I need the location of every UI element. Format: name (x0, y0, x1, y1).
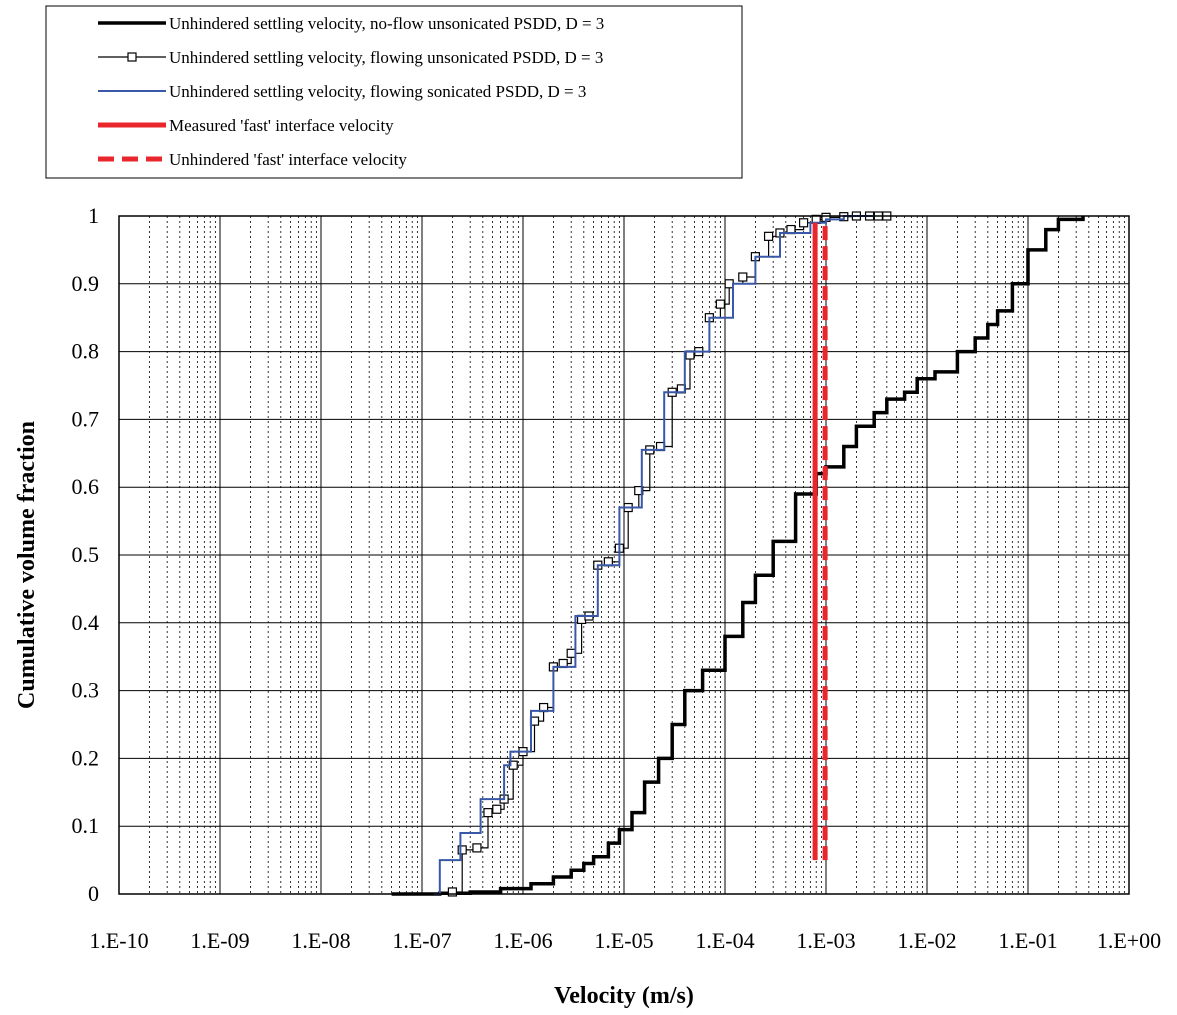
legend-label: Unhindered settling velocity, no-flow un… (169, 14, 604, 33)
x-tick-label: 1.E-03 (796, 928, 855, 953)
x-tick-label: 1.E-01 (998, 928, 1057, 953)
series-line-2 (433, 215, 875, 895)
legend-label: Unhindered settling velocity, flowing un… (169, 48, 603, 67)
x-tick-label: 1.E-05 (594, 928, 653, 953)
legend-label: Unhindered settling velocity, flowing so… (169, 82, 586, 101)
y-tick-label: 1 (88, 203, 99, 228)
y-tick-label: 0.7 (72, 406, 100, 431)
x-tick-label: 1.E-04 (695, 928, 754, 953)
plot-frame (118, 215, 1130, 895)
series-marker-1 (447, 887, 458, 897)
y-tick-label: 0.4 (72, 610, 100, 635)
series-marker-1 (763, 231, 774, 241)
series-marker-1 (492, 804, 502, 814)
legend-label: Unhindered 'fast' interface velocity (169, 150, 407, 169)
x-tick-label: 1.E-06 (493, 928, 552, 953)
series-marker-1 (483, 808, 493, 818)
series-layer (391, 211, 1085, 897)
series-marker-1 (715, 299, 725, 309)
y-tick-label: 0.2 (72, 745, 100, 770)
y-tick-label: 0.6 (72, 474, 100, 499)
legend: Unhindered settling velocity, no-flow un… (45, 5, 743, 179)
legend-label: Measured 'fast' interface velocity (169, 116, 394, 135)
x-tick-label: 1.E-10 (89, 928, 148, 953)
y-tick-label: 0.9 (72, 271, 100, 296)
series-line-0 (391, 216, 1085, 896)
legend-items: Unhindered settling velocity, no-flow un… (98, 14, 604, 169)
plot-area (118, 211, 1130, 897)
series-marker-1 (798, 218, 809, 228)
x-axis-title: Velocity (m/s) (554, 983, 694, 1009)
series-marker-1 (724, 279, 734, 289)
y-tick-label: 0 (88, 881, 99, 906)
legend-marker (127, 52, 137, 62)
series-marker-1 (566, 648, 576, 658)
y-tick-label: 0.3 (72, 678, 100, 703)
y-tick-label: 0.8 (72, 339, 100, 364)
series-marker-1 (738, 272, 748, 282)
y-tick-label: 0.5 (72, 542, 100, 567)
x-tick-label: 1.E-09 (190, 928, 249, 953)
y-axis-title: Cumulative volume fraction (14, 421, 40, 709)
series-marker-1 (472, 843, 482, 853)
x-tick-label: 1.E-02 (897, 928, 956, 953)
x-tick-label: 1.E+00 (1097, 928, 1161, 953)
x-tick-label: 1.E-08 (291, 928, 350, 953)
y-tick-label: 0.1 (72, 813, 100, 838)
y-tick-labels: 0 0.1 0.2 0.3 0.4 0.5 0.6 0.7 0.8 0.9 1 (72, 203, 100, 906)
series-marker-1 (457, 845, 467, 855)
x-tick-label: 1.E-07 (392, 928, 451, 953)
x-tick-labels: 1.E-10 1.E-09 1.E-08 1.E-07 1.E-06 1.E-05 1.E-… (89, 928, 1161, 953)
